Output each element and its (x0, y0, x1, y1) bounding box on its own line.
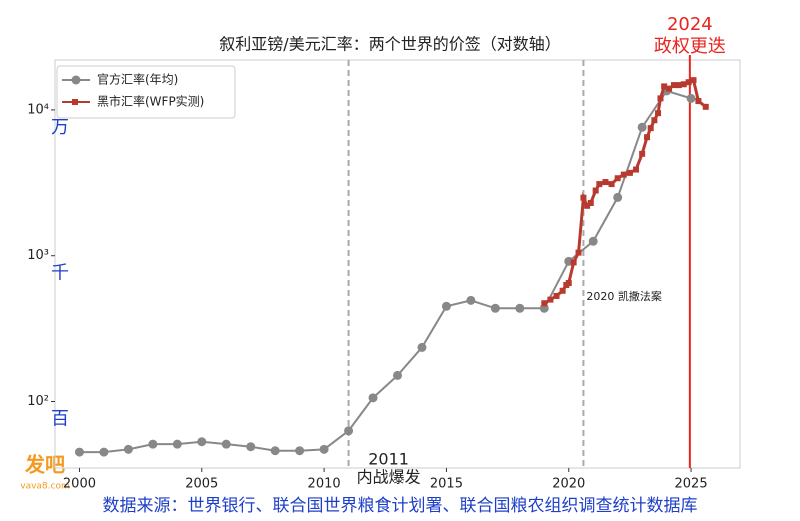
point (587, 199, 594, 206)
annotation-text: 2020 凯撒法案 (586, 289, 662, 303)
source: 数据来源：世界银行、联合国世界粮食计划署、联合国粮农组织调查统计数据库 (103, 496, 698, 516)
chart-title: 叙利亚镑/美元汇率：两个世界的价签（对数轴） (219, 35, 560, 54)
point (651, 117, 658, 124)
point (644, 134, 651, 141)
point (541, 300, 548, 307)
point (675, 82, 682, 89)
point (588, 236, 598, 246)
x-tick-label: 2010 (308, 477, 341, 492)
legend-marker (71, 75, 81, 85)
point (246, 442, 256, 452)
point (661, 83, 668, 90)
point (655, 110, 662, 117)
point (647, 125, 654, 132)
point (596, 181, 603, 188)
x-tick-label: 2020 (552, 477, 585, 492)
point (319, 444, 329, 454)
point (666, 85, 673, 92)
point (626, 169, 633, 176)
point (592, 187, 599, 194)
point (637, 122, 647, 132)
point (685, 79, 692, 86)
plot-frame (54, 59, 741, 469)
point (686, 93, 696, 103)
y-tick-label: 10⁴ (27, 102, 49, 117)
point (368, 393, 378, 403)
legend-label: 黑市汇率(WFP实测) (97, 94, 204, 109)
point (613, 192, 623, 202)
point (148, 439, 158, 449)
point (620, 171, 627, 178)
point (570, 259, 577, 266)
point (417, 342, 427, 352)
point (559, 287, 566, 294)
legend-box (56, 65, 236, 119)
point (575, 249, 582, 256)
point (553, 292, 560, 299)
point (74, 447, 84, 457)
point (657, 95, 664, 102)
point (602, 179, 609, 186)
watermark-logo: 发吧 (24, 453, 65, 477)
point (490, 303, 500, 313)
x-tick-label: 2005 (185, 477, 218, 492)
point (608, 181, 615, 188)
watermark-url: vava8.com (20, 482, 70, 492)
point (295, 446, 305, 456)
point (466, 295, 476, 305)
annotation-text: 2024 (667, 14, 713, 35)
y-tick-note: 百 (51, 409, 69, 430)
point (670, 82, 677, 89)
point (633, 166, 640, 173)
point (565, 280, 572, 287)
point (123, 444, 133, 454)
series-line (543, 78, 707, 305)
y-tick-label: 10³ (27, 248, 49, 263)
point (584, 202, 591, 209)
legend-marker (72, 99, 78, 105)
point (515, 303, 525, 313)
series-line (79, 89, 692, 454)
point (441, 301, 451, 311)
point (639, 150, 646, 157)
annotation-text: 政权更迭 (654, 36, 726, 57)
point (270, 446, 280, 456)
point (580, 194, 587, 201)
point (702, 103, 709, 110)
point (690, 77, 697, 84)
annotation-text: 2011 (368, 450, 409, 469)
point (344, 426, 354, 436)
point (695, 98, 702, 105)
point (99, 447, 109, 457)
y-tick-label: 10² (27, 394, 49, 409)
legend-label: 官方汇率(年均) (97, 72, 178, 87)
point (172, 439, 182, 449)
y-tick-note: 千 (51, 263, 69, 284)
point (221, 439, 231, 449)
point (614, 175, 621, 182)
point (547, 296, 554, 303)
annotation-text: 内战爆发 (357, 468, 421, 487)
x-tick-label: 2015 (430, 477, 463, 492)
point (393, 370, 402, 380)
x-tick-label: 2000 (63, 477, 96, 492)
x-tick-label: 2025 (675, 477, 708, 492)
point (680, 81, 687, 88)
y-tick-note: 万 (51, 117, 69, 138)
point (197, 437, 207, 447)
